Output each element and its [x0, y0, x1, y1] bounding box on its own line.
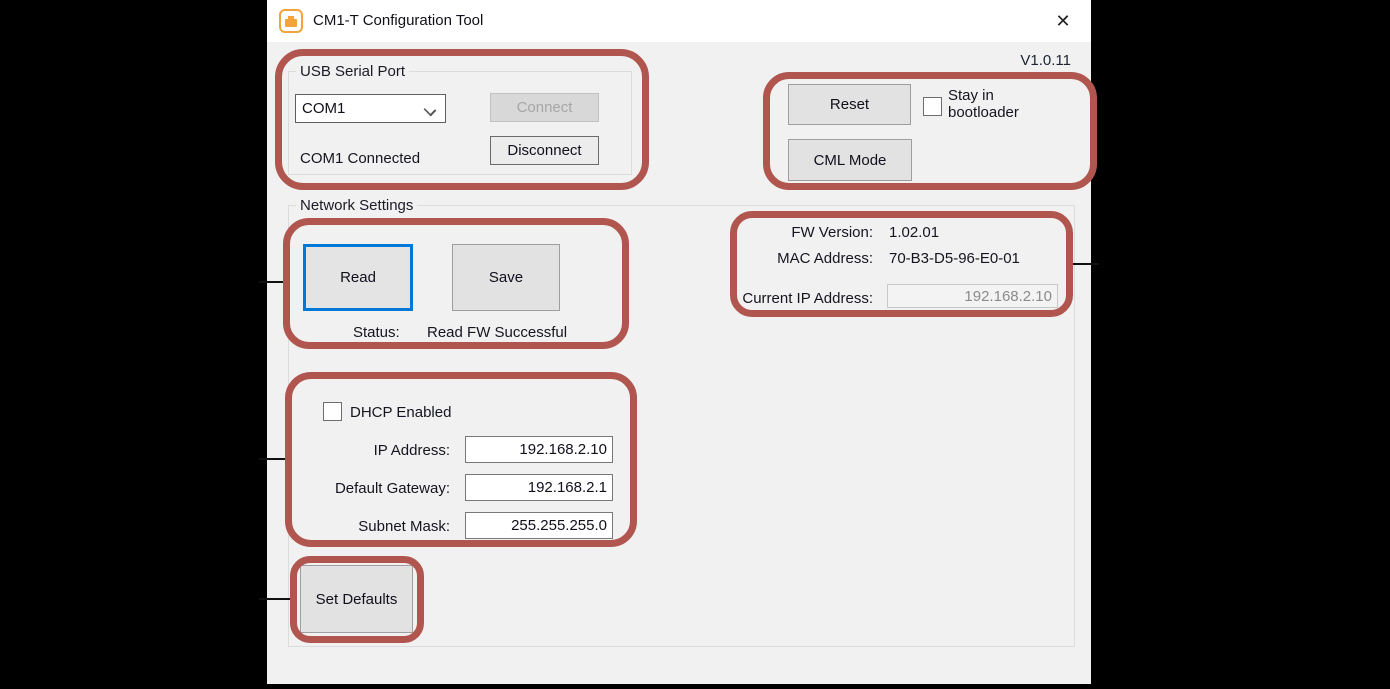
connection-status-label: COM1 Connected: [300, 150, 421, 167]
default-gateway-label: Default Gateway:: [334, 480, 450, 497]
subnet-mask-field[interactable]: [465, 512, 613, 539]
reset-button[interactable]: Reset: [788, 84, 911, 125]
subnet-mask-label: Subnet Mask:: [358, 518, 450, 535]
dhcp-enabled-label: DHCP Enabled: [350, 404, 452, 421]
app-icon-jack-notch: [288, 16, 294, 20]
usb-serial-group-label: USB Serial Port: [296, 64, 410, 79]
window-title: CM1-T Configuration Tool: [313, 12, 484, 29]
default-gateway-field[interactable]: [465, 474, 613, 501]
fw-version-label: FW Version:: [791, 224, 873, 241]
stay-in-bootloader-checkbox[interactable]: [923, 97, 942, 116]
ip-address-field[interactable]: [465, 436, 613, 463]
cml-mode-button[interactable]: CML Mode: [788, 139, 912, 181]
connect-button: Connect: [490, 93, 599, 122]
read-button[interactable]: Read: [303, 244, 413, 311]
annotation-connector-line-dhcp: [259, 458, 287, 460]
mac-address-value: 70-B3-D5-96-E0-01: [889, 250, 1020, 267]
titlebar: CM1-T Configuration Tool ✕: [267, 0, 1091, 42]
stay-in-bootloader-label: Stay in bootloader: [948, 87, 1019, 121]
status-label: Status:: [353, 324, 400, 341]
current-ip-label: Current IP Address:: [742, 290, 873, 307]
chevron-down-icon: [424, 103, 436, 115]
usb-serial-groupbox: [288, 71, 632, 175]
version-label: V1.0.11: [1020, 52, 1071, 69]
app-window: CM1-T Configuration Tool ✕ V1.0.11 USB S…: [259, 0, 1099, 684]
mac-address-label: MAC Address:: [777, 250, 873, 267]
save-button[interactable]: Save: [452, 244, 560, 311]
status-value: Read FW Successful: [427, 324, 568, 341]
app-ethernet-icon: [279, 9, 303, 33]
dhcp-enabled-checkbox[interactable]: [323, 402, 342, 421]
annotation-connector-line-fw: [1073, 263, 1099, 265]
close-button[interactable]: ✕: [1055, 10, 1071, 31]
com-port-selected-value: COM1: [302, 100, 346, 117]
fw-version-value: 1.02.01: [889, 224, 940, 241]
annotation-connector-line-read: [259, 281, 285, 283]
network-settings-group-label: Network Settings: [296, 198, 418, 213]
set-defaults-button[interactable]: Set Defaults: [300, 565, 413, 633]
current-ip-field: [887, 284, 1058, 308]
ip-address-label: IP Address:: [373, 442, 450, 459]
app-icon-jack-shape: [285, 19, 297, 27]
com-port-dropdown[interactable]: COM1: [295, 94, 446, 123]
disconnect-button[interactable]: Disconnect: [490, 136, 599, 165]
